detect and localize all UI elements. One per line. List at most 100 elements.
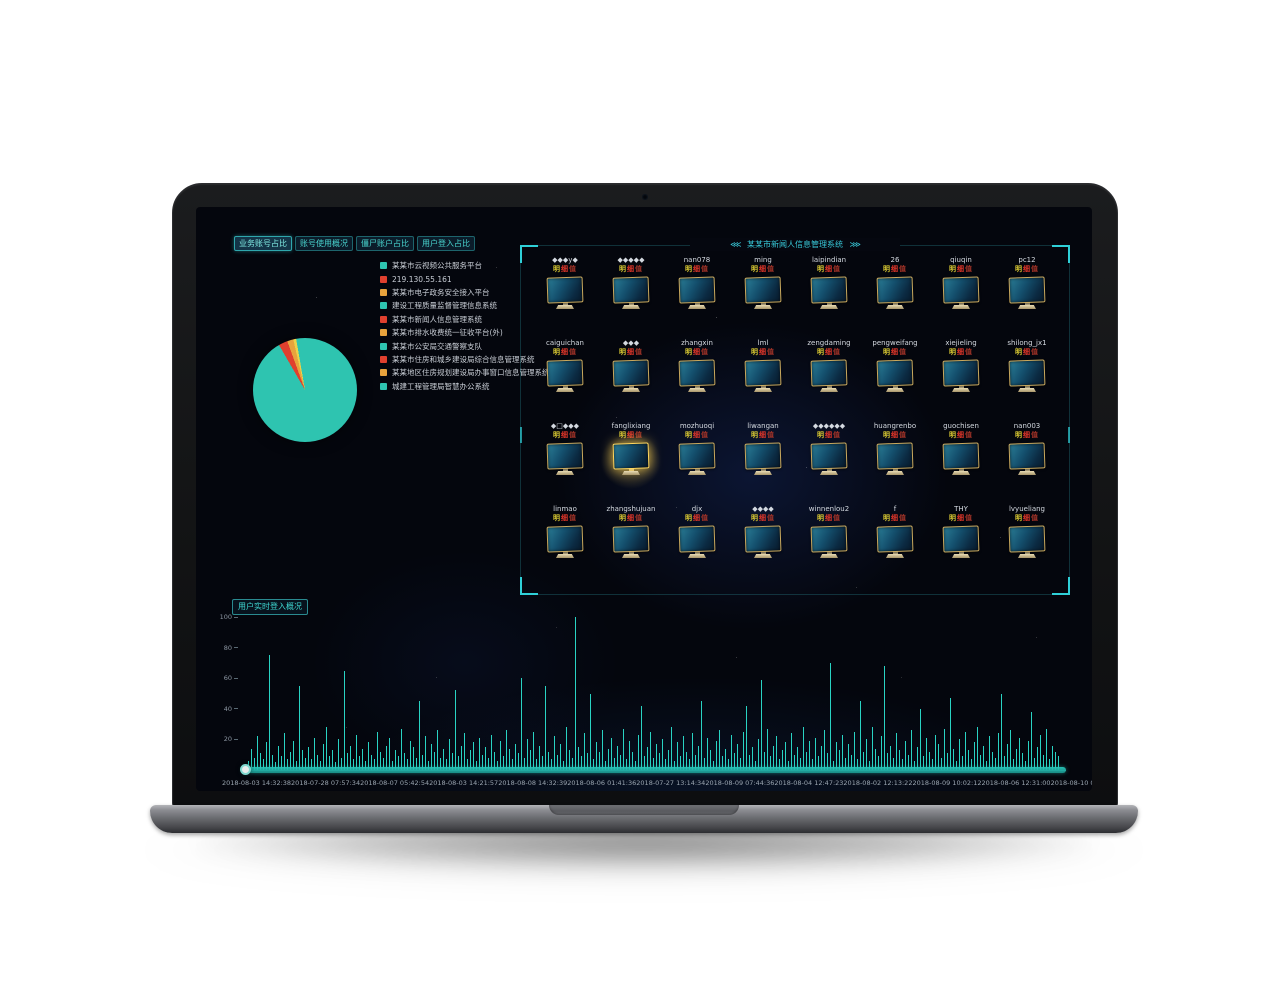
user-cell-pc12[interactable]: pc12 明细值 — [994, 255, 1060, 338]
badge-char: 明 — [553, 265, 561, 273]
tab-2[interactable]: 账号使用概况 — [295, 236, 353, 251]
bar — [845, 757, 846, 770]
bar — [944, 728, 945, 770]
bar — [308, 747, 309, 770]
legend-item-10[interactable]: 城建工程管理局智慧办公系统 — [380, 380, 550, 393]
bar — [962, 756, 963, 770]
bar — [386, 745, 387, 770]
user-cell-qiuqin[interactable]: qiuqin 明细值 — [928, 255, 994, 338]
x-axis-label: 2018-08-07 05:42:54 — [360, 779, 430, 787]
badge-char: 细 — [693, 431, 701, 439]
bar — [503, 756, 504, 770]
bar — [275, 762, 276, 770]
bar — [467, 759, 468, 770]
user-cell-zhangxin[interactable]: zhangxin 明细值 — [664, 338, 730, 421]
user-cell-◆◆◆[interactable]: ◆◆◆ 明细值 — [598, 338, 664, 421]
badge-char: 细 — [1023, 431, 1031, 439]
bar — [596, 742, 597, 770]
badge-char: 细 — [627, 514, 635, 522]
legend-item-5[interactable]: 某某市新闻人信息管理系统 — [380, 313, 550, 326]
badge-char: 值 — [833, 265, 841, 273]
user-cell-nan078[interactable]: nan078 明细值 — [664, 255, 730, 338]
bar — [884, 665, 885, 770]
bar — [998, 733, 999, 770]
bar — [314, 737, 315, 770]
legend-item-6[interactable]: 某某市排水收费统一征收平台(外) — [380, 326, 550, 339]
bar — [326, 727, 327, 770]
badge-char: 值 — [635, 431, 643, 439]
user-cell-laipindian[interactable]: laipindian 明细值 — [796, 255, 862, 338]
user-cell-◆◆◆◆◆[interactable]: ◆◆◆◆◆ 明细值 — [598, 255, 664, 338]
laptop-lid: 业务账号占比 账号使用概况 僵尸账户占比 用户登入占比 某某市云视频公共服务平台 219… — [172, 183, 1118, 809]
monitor-neck — [892, 468, 898, 471]
user-cell-xiejieling[interactable]: xiejieling 明细值 — [928, 338, 994, 421]
legend-item-9[interactable]: 某某地区住房规划建设局办事窗口信息管理系统 — [380, 366, 550, 379]
user-cell-ming[interactable]: ming 明细值 — [730, 255, 796, 338]
tab-4[interactable]: 用户登入占比 — [417, 236, 475, 251]
user-cell-guochisen[interactable]: guochisen 明细值 — [928, 421, 994, 504]
bar — [494, 751, 495, 770]
user-cell-djx[interactable]: djx 明细值 — [664, 504, 730, 587]
badge-char: 明 — [685, 514, 693, 522]
datazoom-slider[interactable] — [242, 767, 1066, 773]
monitor-stand — [886, 388, 904, 392]
legend-item-3[interactable]: 某某市电子政务安全接入平台 — [380, 286, 550, 299]
legend-item-4[interactable]: 建设工程质量监督管理信息系统 — [380, 299, 550, 312]
user-cell-lvyueliang[interactable]: lvyueliang 明细值 — [994, 504, 1060, 587]
user-cell-◆□◆◆◆[interactable]: ◆□◆◆◆ 明细值 — [532, 421, 598, 504]
bar — [920, 708, 921, 770]
user-cell-linmao[interactable]: linmao 明细值 — [532, 504, 598, 587]
user-name: huangrenbo — [873, 422, 917, 430]
user-cell-lml[interactable]: lml 明细值 — [730, 338, 796, 421]
bar — [449, 739, 450, 770]
user-name: linmao — [553, 505, 577, 513]
tab-1[interactable]: 业务账号占比 — [234, 236, 292, 251]
monitor-screen — [678, 359, 716, 387]
legend-item-2[interactable]: 219.130.55.161 — [380, 272, 550, 285]
user-cell-caiguichan[interactable]: caiguichan 明细值 — [532, 338, 598, 421]
user-cell-26[interactable]: 26 明细值 — [862, 255, 928, 338]
user-cell-pengweifang[interactable]: pengweifang 明细值 — [862, 338, 928, 421]
bar — [1046, 728, 1047, 770]
user-cell-liwangan[interactable]: liwangan 明细值 — [730, 421, 796, 504]
bar — [626, 759, 627, 770]
bar — [590, 693, 591, 770]
bar — [551, 759, 552, 770]
user-badges: 明细值 — [862, 514, 928, 523]
tab-3[interactable]: 僵尸账户占比 — [356, 236, 414, 251]
user-cell-f[interactable]: f 明细值 — [862, 504, 928, 587]
bar — [278, 745, 279, 770]
page-next-icon[interactable]: ⋙ — [849, 240, 861, 249]
user-cell-mozhuoqi[interactable]: mozhuoqi 明细值 — [664, 421, 730, 504]
user-cell-THY[interactable]: THY 明细值 — [928, 504, 994, 587]
bar — [767, 728, 768, 770]
bar — [578, 747, 579, 770]
user-cell-◆◆◆◆[interactable]: ◆◆◆◆ 明细值 — [730, 504, 796, 587]
legend-swatch-icon — [380, 329, 387, 337]
datazoom-handle[interactable] — [240, 764, 251, 775]
user-cell-nan003[interactable]: nan003 明细值 — [994, 421, 1060, 504]
badge-char: 细 — [825, 514, 833, 522]
monitor-neck — [892, 385, 898, 388]
badge-char: 细 — [891, 348, 899, 356]
user-cell-zengdaming[interactable]: zengdaming 明细值 — [796, 338, 862, 421]
monitor-stand — [556, 554, 574, 558]
page-prev-icon[interactable]: ⋘ — [730, 240, 741, 249]
legend-item-label: 某某地区住房规划建设局办事窗口信息管理系统 — [392, 368, 550, 378]
user-cell-◆◆◆y◆[interactable]: ◆◆◆y◆ 明细值 — [532, 255, 598, 338]
legend-item-1[interactable]: 某某市云视频公共服务平台 — [380, 259, 550, 272]
monitor-screen — [810, 442, 848, 470]
badge-char: 细 — [1023, 265, 1031, 273]
user-cell-fanglixiang[interactable]: fanglixiang 明细值 — [598, 421, 664, 504]
user-cell-◆◆◆◆◆◆[interactable]: ◆◆◆◆◆◆ 明细值 — [796, 421, 862, 504]
user-cell-huangrenbo[interactable]: huangrenbo 明细值 — [862, 421, 928, 504]
legend-item-8[interactable]: 某某市住房和城乡建设局综合信息管理系统 — [380, 353, 550, 366]
bar — [731, 734, 732, 770]
x-axis-label: 2018-08-08 14:32:39 — [498, 779, 568, 787]
badge-char: 值 — [701, 431, 709, 439]
user-cell-winnenlou2[interactable]: winnenlou2 明细值 — [796, 504, 862, 587]
user-cell-shilong_jx1[interactable]: shilong_jx1 明细值 — [994, 338, 1060, 421]
pie-chart[interactable] — [253, 338, 357, 442]
user-cell-zhangshujuan[interactable]: zhangshujuan 明细值 — [598, 504, 664, 587]
legend-item-7[interactable]: 某某市公安局交通警察支队 — [380, 339, 550, 352]
